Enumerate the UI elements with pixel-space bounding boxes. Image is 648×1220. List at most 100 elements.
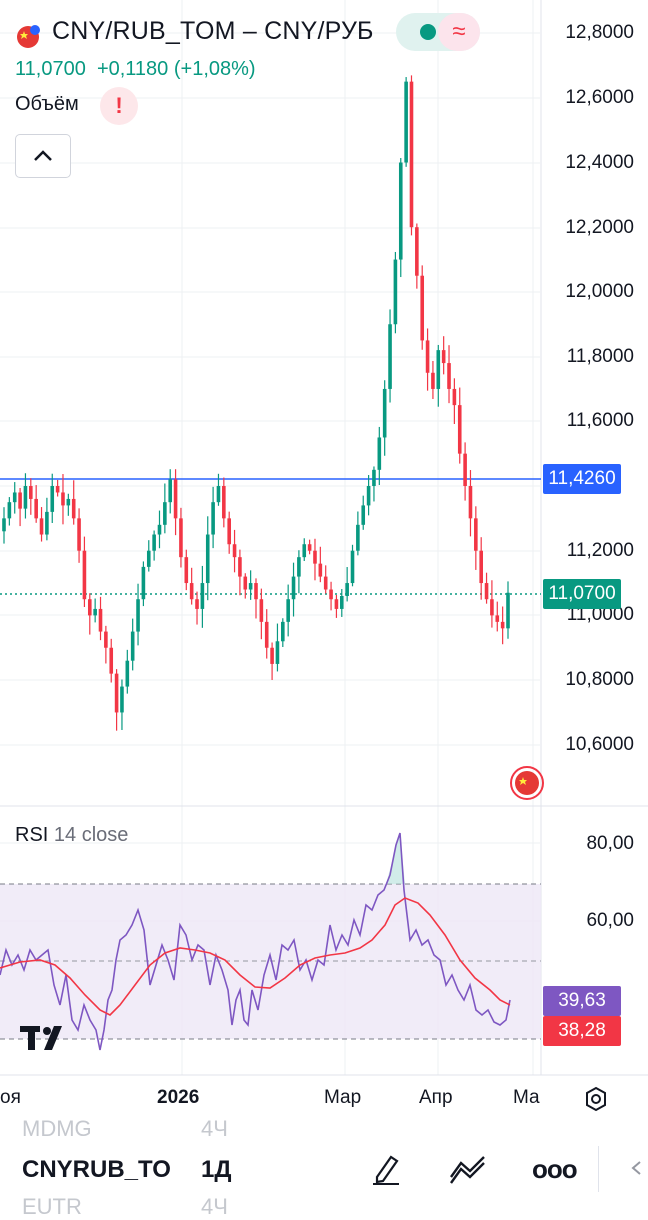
candle-body — [382, 388, 387, 438]
rsi-params: 14 close — [53, 824, 129, 846]
rsi-axis-label: 80,00 — [586, 833, 634, 854]
watchlist-partial-interval-bottom[interactable]: 4Ч — [201, 1194, 228, 1219]
watchlist-partial-symbol[interactable]: MDMG — [22, 1116, 92, 1141]
currency-flag-icon[interactable] — [510, 766, 544, 800]
candle-body — [205, 534, 210, 584]
candle-body — [339, 595, 344, 609]
price-axis-label: 11,2000 — [566, 540, 634, 561]
candle-body — [350, 550, 355, 584]
candle-body — [12, 492, 17, 503]
change-value: +0,1180 (+1,08%) — [96, 58, 256, 80]
candle-body — [173, 479, 178, 519]
candle-body — [468, 486, 473, 519]
toolbar-divider — [598, 1146, 599, 1192]
candle-body — [281, 621, 285, 642]
candle-body — [120, 686, 124, 713]
price-change: 11,0700 +0,1180 (+1,08%) — [15, 58, 256, 81]
candle-body — [109, 647, 114, 674]
candle-body — [104, 631, 108, 648]
price-axis-label: 12,8000 — [565, 22, 634, 43]
indicators-icon[interactable] — [446, 1148, 490, 1188]
candle-body — [264, 621, 269, 648]
tradingview-logo-icon[interactable] — [18, 1022, 74, 1052]
candle-body — [323, 576, 328, 590]
more-menu-button[interactable]: ooo — [532, 1154, 578, 1184]
candle-body — [184, 557, 189, 584]
volume-label[interactable]: Объём — [15, 93, 79, 115]
rsi-line — [0, 832, 511, 1051]
candle-body — [388, 324, 392, 389]
candle-body — [345, 583, 349, 596]
candle-body — [216, 486, 221, 503]
candle-body — [329, 589, 333, 600]
volume-warning-icon[interactable]: ! — [100, 87, 138, 125]
interval-selector-button[interactable]: 1Д — [201, 1156, 232, 1183]
candle-body — [447, 363, 451, 389]
candle-body — [372, 469, 376, 486]
candle-body — [2, 518, 6, 532]
time-axis-label: 2026 — [157, 1087, 200, 1108]
candle-body — [302, 544, 307, 558]
candle-body — [93, 608, 97, 616]
price-axis-label: 11,0000 — [566, 604, 634, 625]
price-axis-label: 11,6000 — [566, 410, 634, 431]
candle-body — [286, 599, 290, 622]
candle-body — [259, 599, 264, 622]
drawing-pen-icon[interactable] — [366, 1148, 406, 1188]
candle-body — [66, 498, 71, 506]
candle-body — [39, 518, 44, 535]
candle-body — [474, 518, 478, 551]
candle-body — [179, 518, 183, 558]
candle-body — [409, 81, 414, 228]
candle-body — [152, 534, 156, 551]
candle-body — [436, 350, 441, 389]
candle-body — [71, 498, 76, 519]
candle-body — [136, 599, 140, 632]
candle-body — [34, 498, 38, 519]
collapse-button[interactable] — [15, 134, 71, 178]
candle-body — [23, 486, 28, 509]
horizontal-line-price-tag[interactable]: 11,4260 — [543, 464, 621, 494]
watchlist-partial-symbol-bottom[interactable]: EUTR — [22, 1194, 82, 1219]
candle-body — [146, 550, 151, 567]
symbol-title[interactable]: CNY/RUB_TOM – CNY/РУБ — [52, 17, 374, 45]
candle-body — [420, 275, 425, 341]
price-axis-label: 11,8000 — [566, 346, 634, 367]
candle-body — [87, 599, 92, 616]
candle-body — [490, 599, 494, 616]
candle-body — [61, 492, 65, 506]
chart-canvas[interactable] — [0, 0, 648, 1122]
candle-body — [227, 518, 231, 545]
rsi-legend[interactable]: RSI 14 close — [15, 824, 128, 847]
candle-body — [200, 583, 205, 609]
candle-body — [168, 479, 173, 503]
delayed-data-icon[interactable]: ≈ — [438, 13, 480, 51]
rsi-title: RSI — [15, 824, 49, 846]
candle-body — [398, 162, 403, 260]
rsi-ma-value-tag: 38,28 — [543, 1016, 621, 1046]
price-axis-label: 12,2000 — [565, 217, 634, 238]
last-price-tag: 11,0700 — [543, 579, 621, 609]
candle-body — [441, 350, 446, 364]
candle-body — [98, 608, 103, 632]
rsi-axis-label: 60,00 — [586, 910, 634, 931]
scroll-left-icon[interactable] — [626, 1158, 646, 1178]
bottom-toolbar: MDMG 4Ч CNYRUB_TO 1Д EUTR 4Ч ooo — [0, 1116, 648, 1219]
candle-body — [291, 576, 296, 600]
candle-body — [254, 583, 258, 600]
candle-body — [495, 615, 500, 622]
symbol-selector-button[interactable]: CNYRUB_TO — [22, 1156, 171, 1183]
candle-body — [55, 486, 60, 493]
settings-gear-icon[interactable] — [582, 1085, 610, 1113]
candle-body — [18, 492, 22, 509]
watchlist-partial-interval[interactable]: 4Ч — [201, 1116, 228, 1141]
price-axis-label: 12,4000 — [565, 152, 634, 173]
candle-body — [484, 583, 489, 600]
candle-body — [318, 563, 323, 577]
candle-body — [130, 631, 135, 661]
candle-body — [463, 453, 467, 486]
candle-body — [479, 550, 483, 584]
candle-body — [361, 505, 366, 525]
time-axis-label: Ма — [513, 1087, 540, 1108]
candle-body — [238, 557, 242, 577]
